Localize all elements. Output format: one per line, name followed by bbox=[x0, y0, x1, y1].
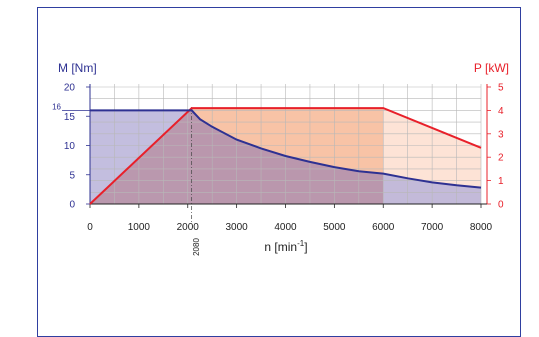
y-left-tick-label: 5 bbox=[69, 170, 75, 181]
x-tick-label: 3000 bbox=[226, 222, 249, 233]
torque-curve bbox=[90, 109, 482, 189]
axes bbox=[62, 84, 491, 208]
torque-power-chart: 0 1000 2000 3000 4000 5000 6000 7000 80000510152… bbox=[52, 61, 509, 256]
y-right-tick-label: 0 bbox=[498, 200, 504, 211]
x-tick-label: 0 bbox=[87, 222, 93, 233]
x-tick-label: 8000 bbox=[470, 222, 493, 233]
x-tick-label: 6000 bbox=[372, 222, 395, 233]
power-curve bbox=[89, 107, 482, 205]
y-left-axis-label: M [Nm] bbox=[58, 61, 97, 75]
y-left-tick-label: 15 bbox=[64, 112, 76, 123]
x-tick-label: 7000 bbox=[421, 222, 444, 233]
y-left-tick-label: 20 bbox=[64, 83, 76, 94]
y-right-tick-label: 5 bbox=[498, 83, 504, 94]
y-left-tick-label: 10 bbox=[64, 141, 76, 152]
y-right-tick-label: 2 bbox=[498, 153, 504, 164]
x-axis-label: n [min-1] bbox=[264, 239, 307, 254]
x-tick-label: 1000 bbox=[128, 222, 151, 233]
tick-labels: 0 1000 2000 3000 4000 5000 6000 7000 80000510152… bbox=[52, 83, 504, 234]
x-tick-label: 5000 bbox=[323, 222, 346, 233]
y-right-axis-label: P [kW] bbox=[474, 61, 509, 75]
x-tick-label: 4000 bbox=[274, 222, 297, 233]
y-left-tick-label: 0 bbox=[69, 200, 75, 211]
series-lines bbox=[89, 107, 482, 205]
marker-x-label: 2080 bbox=[192, 238, 201, 256]
extra-left-tick-label: 16 bbox=[52, 102, 61, 111]
y-right-tick-label: 3 bbox=[498, 129, 504, 140]
y-right-tick-label: 1 bbox=[498, 176, 504, 187]
y-right-tick-label: 4 bbox=[498, 106, 504, 117]
x-tick-label: 2000 bbox=[177, 222, 200, 233]
